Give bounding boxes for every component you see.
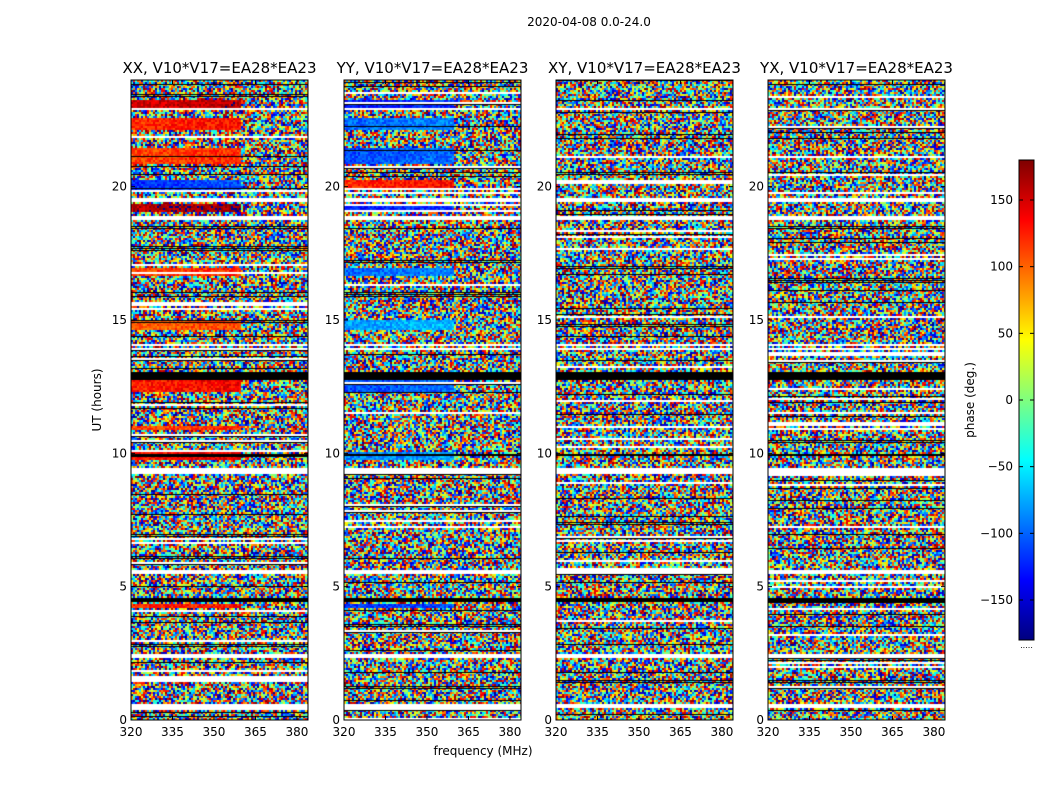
x-tick-label: 380 [498, 725, 521, 739]
x-tick-label: 335 [586, 725, 609, 739]
x-tick-label: 365 [881, 725, 904, 739]
panel-xx: XX, V10*V17=EA28*EA23 320 335 350 365 380 0 5 10… [112, 59, 317, 739]
y-tick-label: 15 [537, 313, 552, 327]
y-tick-label: 15 [749, 313, 764, 327]
y-tick-label: 20 [537, 180, 552, 194]
x-tick-label: 380 [922, 725, 945, 739]
colorbar-tick-label: 0 [1005, 393, 1013, 407]
colorbar-label: phase (deg.) [963, 362, 977, 438]
y-tick-label: 0 [756, 713, 764, 727]
x-tick-label: 320 [333, 725, 356, 739]
colorbar-tick-label: −50 [988, 460, 1013, 474]
panel-xy: XY, V10*V17=EA28*EA23 320 335 350 365 380 0 5 10… [537, 59, 741, 739]
colorbar-tick-label: 50 [998, 326, 1013, 340]
x-tick-label: 350 [416, 725, 439, 739]
panel-title: YX, V10*V17=EA28*EA23 [759, 59, 953, 77]
y-tick-label: 10 [112, 446, 127, 460]
heatmap-xy [556, 80, 733, 720]
y-tick-label: 20 [749, 180, 764, 194]
panel-yx: YX, V10*V17=EA28*EA23 320 335 350 365 380 0 5 10… [749, 59, 953, 739]
heatmap-xx [131, 80, 308, 720]
panel-frame [343, 79, 522, 721]
y-tick-label: 5 [119, 580, 127, 594]
y-tick-label: 15 [112, 313, 127, 327]
x-tick-label: 335 [798, 725, 821, 739]
x-tick-label: 365 [244, 725, 267, 739]
x-tick-label: 320 [545, 725, 568, 739]
colorbar-tick-label: 150 [990, 193, 1013, 207]
y-tick-label: 5 [332, 580, 340, 594]
y-tick-label: 10 [325, 446, 340, 460]
colorbar-tick-label: −150 [980, 593, 1013, 607]
y-tick-label: 0 [332, 713, 340, 727]
colorbar-tick-label: −100 [980, 526, 1013, 540]
y-tick-label: 10 [749, 446, 764, 460]
y-tick-label: 15 [325, 313, 340, 327]
x-tick-label: 365 [457, 725, 480, 739]
panel-title: XX, V10*V17=EA28*EA23 [122, 59, 316, 77]
figure-suptitle: 2020-04-08 0.0-24.0 [527, 15, 651, 29]
x-tick-label: 380 [285, 725, 308, 739]
x-tick-label: 335 [374, 725, 397, 739]
y-axis-label: UT (hours) [90, 368, 104, 431]
x-tick-label: 365 [669, 725, 692, 739]
heatmap-yy [344, 80, 521, 720]
x-tick-label: 320 [757, 725, 780, 739]
x-tick-label: 350 [840, 725, 863, 739]
x-tick-label: 350 [628, 725, 651, 739]
panel-frame [767, 79, 946, 721]
y-tick-label: 0 [119, 713, 127, 727]
x-tick-label: 320 [120, 725, 143, 739]
colorbar: 150 100 50 0 −50 −100 −150 phase (deg.)..... [963, 159, 1035, 650]
heatmap-yx [768, 80, 945, 720]
x-axis-label: frequency (MHz) [433, 744, 532, 758]
colorbar-tick-label: 100 [990, 260, 1013, 274]
x-tick-label: 380 [710, 725, 733, 739]
y-tick-label: 10 [537, 446, 552, 460]
colorbar-footnote: ..... [1020, 641, 1033, 650]
panel-yy: YY, V10*V17=EA28*EA23 320 335 350 365 380 0 5 10… [325, 59, 529, 739]
panel-frame [130, 79, 309, 721]
y-tick-label: 5 [544, 580, 552, 594]
y-tick-label: 20 [325, 180, 340, 194]
x-tick-label: 335 [161, 725, 184, 739]
y-tick-label: 0 [544, 713, 552, 727]
panel-title: XY, V10*V17=EA28*EA23 [548, 59, 741, 77]
y-tick-label: 5 [756, 580, 764, 594]
x-tick-label: 350 [203, 725, 226, 739]
panel-frame [555, 79, 734, 721]
panel-title: YY, V10*V17=EA28*EA23 [336, 59, 529, 77]
y-tick-label: 20 [112, 180, 127, 194]
